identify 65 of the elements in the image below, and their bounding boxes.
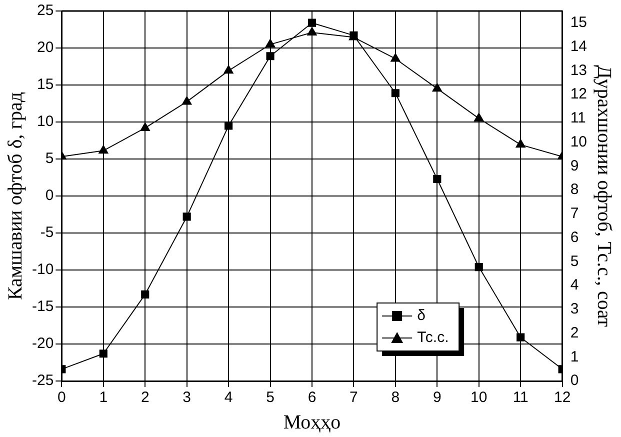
y2-tick-label: 13 <box>570 62 588 79</box>
y2-tick-label: 10 <box>570 133 588 150</box>
y-tick-label: -10 <box>32 261 54 278</box>
x-tick-label: 3 <box>182 389 192 406</box>
point <box>224 122 233 130</box>
point <box>433 174 442 184</box>
y2-tick-label: 5 <box>570 252 579 270</box>
y-tick-label: 15 <box>36 76 54 94</box>
point <box>266 52 274 60</box>
x-tick-label: 10 <box>470 389 488 406</box>
point <box>308 18 316 27</box>
y2-tick-label: 2 <box>570 324 579 342</box>
point <box>432 83 442 92</box>
point <box>265 38 276 48</box>
y2-axis-title: Дурахшонии офтоб, Тс.с., соат <box>592 65 615 328</box>
point <box>182 96 192 105</box>
x-tick-label: 5 <box>266 389 274 406</box>
y-tick-label: -25 <box>32 372 54 390</box>
x-tick-label: 9 <box>432 389 442 406</box>
legend-label: Тс.с. <box>417 329 449 346</box>
point <box>140 122 150 131</box>
y2-tick-label: 3 <box>570 300 579 318</box>
y2-tick-label: 4 <box>570 276 579 294</box>
y-axis-title: Камшавии офтоб δ, град <box>4 92 26 300</box>
y-tick-label: 20 <box>36 39 54 56</box>
x-tick-label: 8 <box>391 389 400 406</box>
y-tick-label: -5 <box>40 224 54 242</box>
point <box>474 263 483 272</box>
point <box>474 112 484 122</box>
x-tick-label: 2 <box>140 389 150 406</box>
point <box>182 212 191 221</box>
legend-label: δ <box>417 307 426 324</box>
point <box>516 139 526 148</box>
y-tick-label: 0 <box>45 187 54 204</box>
x-tick-label: 1 <box>99 389 108 406</box>
y2-tick-label: 1 <box>570 348 579 366</box>
point <box>390 53 400 62</box>
point <box>224 65 234 74</box>
y-tick-label: 25 <box>36 2 54 20</box>
y2-tick-label: 11 <box>570 110 586 127</box>
y-tick-label: 10 <box>36 113 54 130</box>
point <box>99 350 108 358</box>
y2-tick-label: 14 <box>570 38 588 55</box>
y2-tick-label: 6 <box>570 228 579 246</box>
y2-tick-label: 0 <box>570 372 579 390</box>
x-tick-label: 6 <box>308 389 316 406</box>
point <box>307 26 317 36</box>
x-tick-label: 0 <box>58 389 66 406</box>
point <box>516 333 525 342</box>
y2-tick-label: 9 <box>570 157 579 174</box>
point <box>98 145 108 154</box>
y2-tick-label: 7 <box>570 205 579 222</box>
x-tick-label: 12 <box>554 389 571 406</box>
x-tick-label: 4 <box>224 389 233 406</box>
x-tick-label: 11 <box>512 389 528 406</box>
point <box>391 89 400 98</box>
y2-tick-label: 12 <box>570 86 588 103</box>
point <box>141 290 150 298</box>
x-axis-title: Моҳҳо <box>283 411 341 434</box>
y2-tick-label: 8 <box>570 181 579 198</box>
y-tick-label: 5 <box>45 150 54 168</box>
y-tick-label: -20 <box>32 335 54 352</box>
y2-tick-label: 15 <box>570 14 588 32</box>
x-tick-label: 7 <box>350 389 358 406</box>
y-tick-label: -15 <box>32 298 54 316</box>
